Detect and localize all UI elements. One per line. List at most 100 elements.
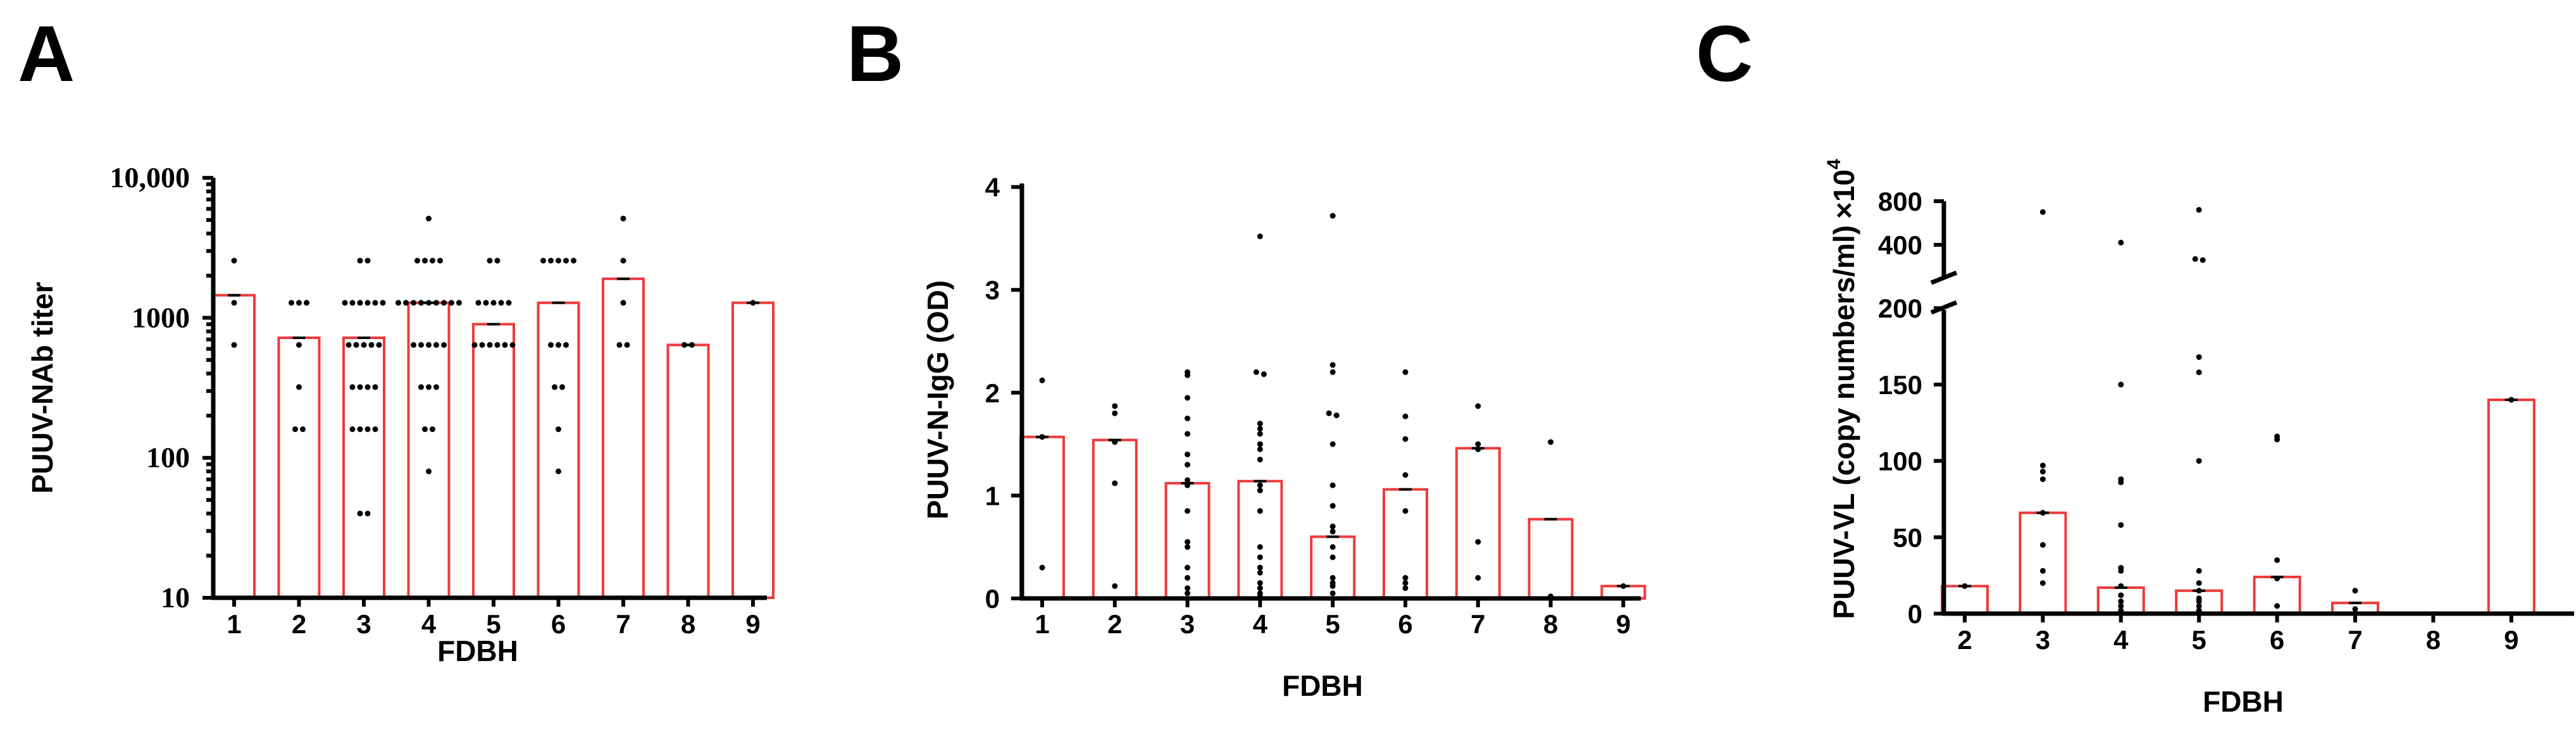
data-point-c-5-3	[2196, 354, 2202, 360]
data-point-a-3-13	[349, 384, 356, 390]
x-tick-label-c-8: 8	[2426, 625, 2441, 655]
data-point-a-6-7	[563, 342, 569, 348]
data-point-a-4-3	[430, 257, 435, 264]
data-point-a-5-0	[487, 257, 493, 264]
data-point-a-1-2	[231, 342, 237, 348]
data-point-b-5-6	[1329, 482, 1336, 488]
data-point-b-4-3	[1257, 421, 1263, 427]
data-point-a-5-6	[506, 300, 512, 306]
data-point-b-3-7	[1185, 477, 1191, 483]
data-point-b-7-2	[1475, 446, 1481, 452]
panel-b-x-ticks: 1 2 3 4 5 6 7 8 9	[1035, 598, 1631, 639]
data-point-c-4-7	[2118, 583, 2124, 590]
data-point-a-4-20	[426, 384, 432, 390]
x-tick-label-c-3: 3	[2036, 625, 2050, 655]
y-tick-label-b-1: 1	[985, 481, 1000, 510]
data-point-a-5-9	[487, 342, 493, 348]
data-point-b-4-9	[1257, 482, 1263, 488]
data-point-b-7-3	[1475, 539, 1481, 545]
x-tick-label-b-2: 2	[1107, 609, 1122, 639]
x-tick-label-b-1: 1	[1035, 609, 1049, 639]
data-point-b-5-9	[1329, 528, 1336, 535]
data-point-a-4-15	[418, 342, 424, 348]
y-tick-label-b-3: 3	[985, 275, 1000, 305]
data-point-b-3-10	[1185, 539, 1191, 545]
data-point-c-3-1	[2039, 462, 2046, 469]
bar-b-2	[1092, 438, 1138, 600]
data-point-c-4-8	[2118, 592, 2124, 598]
data-point-b-4-15	[1257, 569, 1263, 576]
data-point-a-3-17	[349, 426, 356, 433]
data-point-a-3-1	[364, 257, 371, 264]
data-point-c-5-10	[2196, 598, 2202, 605]
data-point-b-1-2	[1039, 564, 1045, 571]
x-tick-label-b-9: 9	[1616, 609, 1631, 639]
data-point-a-6-5	[548, 342, 554, 348]
data-point-a-5-2	[475, 300, 482, 306]
data-point-a-5-10	[494, 342, 501, 348]
data-point-b-4-2	[1260, 371, 1267, 378]
panel-letter-a: A	[18, 10, 75, 98]
data-point-b-5-3	[1326, 410, 1332, 416]
y-tick-label-c-5: 400	[1878, 230, 1922, 260]
data-point-b-3-13	[1185, 574, 1191, 581]
data-point-b-2-1	[1112, 410, 1118, 416]
data-point-b-4-12	[1257, 544, 1263, 550]
data-point-c-3-3	[2039, 476, 2046, 483]
y-tick-label-c-4: 200	[1878, 294, 1922, 323]
y-tick-label-c-2: 100	[1878, 447, 1922, 476]
bar-a-8	[666, 343, 710, 599]
y-tick-label-a-2: 1000	[132, 301, 190, 333]
bar-c-2	[1941, 585, 1989, 615]
data-point-b-6-2	[1402, 436, 1409, 442]
data-point-c-4-9	[2118, 598, 2124, 605]
data-point-b-6-4	[1402, 508, 1409, 514]
bar-b-1	[1019, 435, 1065, 600]
panel-a-points	[231, 215, 756, 517]
x-tick-label-a-4: 4	[421, 609, 437, 639]
x-tick-label-c-4: 4	[2113, 625, 2129, 655]
data-point-b-4-0	[1257, 233, 1263, 240]
x-tick-label-a-3: 3	[356, 609, 371, 639]
data-point-a-3-8	[345, 342, 352, 348]
data-point-a-6-2	[556, 257, 561, 264]
data-point-a-1-1	[231, 300, 237, 306]
data-point-b-5-7	[1329, 503, 1336, 509]
data-point-a-5-4	[490, 300, 497, 306]
data-point-a-6-3	[563, 257, 569, 264]
panel-b-points	[1039, 213, 1626, 600]
data-point-c-3-7	[2039, 580, 2046, 586]
bar-a-1	[213, 294, 256, 599]
data-point-b-5-11	[1329, 554, 1336, 560]
data-point-a-3-6	[372, 300, 378, 306]
panel-a-y-ticks: 10 100 1000 10,000	[110, 161, 213, 614]
data-point-c-4-1	[2118, 381, 2124, 388]
data-point-c-6-1	[2274, 436, 2280, 443]
data-point-a-6-11	[556, 468, 561, 474]
panel-a: A 10 100 1000 10,000 1 2 3 4 5 6 7 8 9 FDBH PUUV-NA…	[18, 10, 775, 667]
data-point-b-2-3	[1112, 480, 1118, 486]
x-tick-label-a-9: 9	[745, 609, 760, 639]
data-point-b-2-4	[1112, 583, 1118, 589]
data-point-b-4-16	[1257, 580, 1263, 586]
data-point-a-4-21	[433, 384, 439, 390]
data-point-a-5-3	[483, 300, 489, 306]
data-point-b-5-2	[1329, 369, 1336, 375]
data-point-b-5-10	[1329, 544, 1336, 550]
panel-c-y-title-exponent: 4	[1824, 159, 1845, 170]
panel-a-x-title: FDBH	[437, 634, 518, 667]
data-point-b-2-0	[1112, 403, 1118, 409]
data-point-b-3-15	[1185, 590, 1191, 597]
data-point-a-8-1	[689, 342, 695, 348]
panel-c-x-ticks: 2 3 4 5 6 7 8 9	[1957, 614, 2518, 655]
x-tick-label-b-5: 5	[1326, 609, 1340, 639]
data-point-a-4-5	[395, 300, 401, 306]
data-point-c-5-1	[2192, 256, 2198, 262]
data-point-a-6-6	[556, 342, 561, 348]
bar-c-3	[2019, 511, 2067, 616]
data-point-a-4-9	[426, 300, 432, 306]
panel-c-y-ticks: 0 50 100 150 200 400 800	[1878, 187, 1944, 629]
data-point-b-6-1	[1402, 413, 1409, 419]
x-tick-label-a-7: 7	[616, 609, 630, 639]
data-point-a-3-7	[380, 300, 386, 306]
